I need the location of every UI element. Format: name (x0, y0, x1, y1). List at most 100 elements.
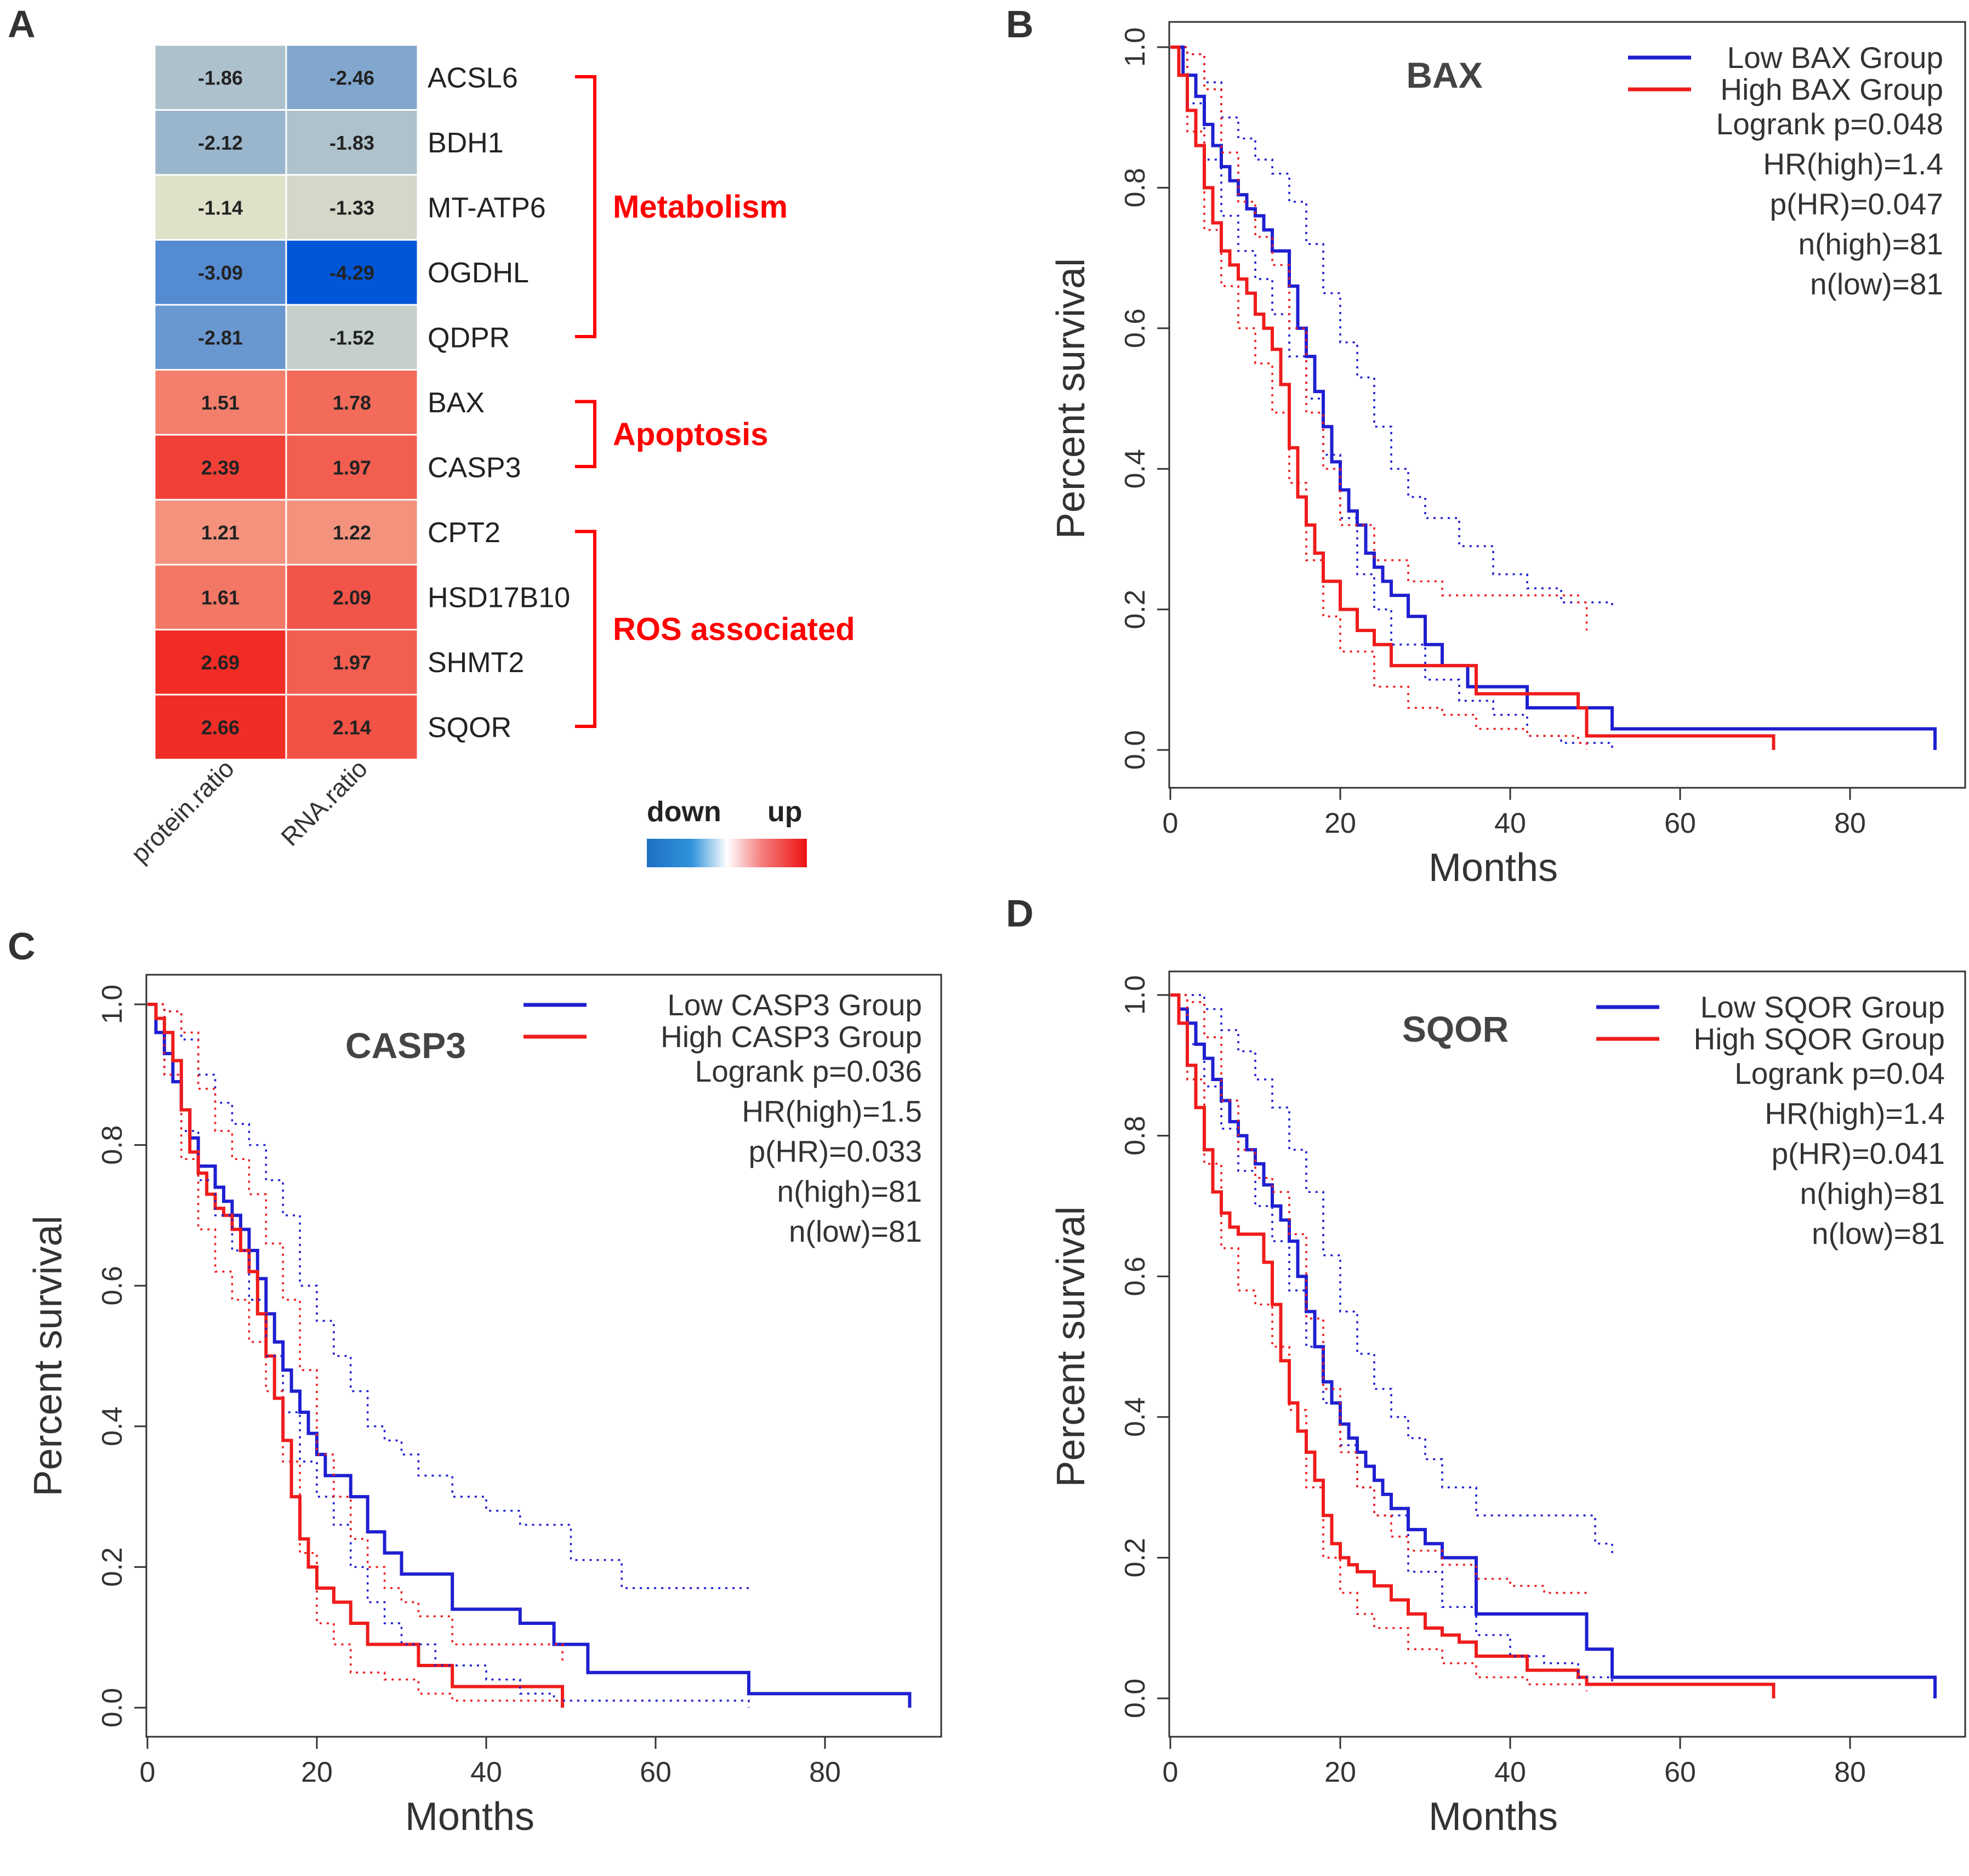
heatmap-cell-value: -1.14 (198, 196, 243, 219)
gene-label: HSD17B10 (428, 582, 570, 613)
x-tick-label: 20 (301, 1756, 333, 1788)
survival-curve (147, 1003, 565, 1708)
gene-label: BAX (428, 387, 485, 419)
heatmap-cell-value: -1.33 (329, 196, 374, 219)
confidence-band-line (1170, 46, 1613, 610)
heatmap-cell-value: -4.29 (329, 261, 374, 284)
heatmap-cell-value: 1.97 (333, 456, 371, 479)
heatmap-cell (285, 109, 419, 176)
y-tick-label: 0.0 (1119, 730, 1151, 770)
heatmap-cell (285, 174, 419, 241)
legend-entry: Low BAX Group (1727, 41, 1943, 75)
gene-label: SHMT2 (428, 647, 524, 679)
x-tick-label: 60 (1664, 1756, 1696, 1788)
group-bracket (575, 400, 596, 468)
heatmap-cell-value: -2.81 (198, 326, 243, 349)
heatmap-cell-value: -3.09 (198, 261, 243, 284)
legend-down-label: down (647, 796, 721, 828)
heatmap-cell (285, 499, 419, 566)
y-tick-label: 1.0 (1119, 975, 1151, 1015)
x-tick-label: 0 (140, 1756, 156, 1788)
survival-curve (147, 1003, 912, 1708)
stat-label: n(low)=81 (1812, 1216, 1945, 1250)
y-tick-label: 1.0 (1119, 27, 1151, 67)
column-label-protein-ratio: protein.ratio (126, 754, 240, 868)
legend-entry: High CASP3 Group (661, 1020, 922, 1054)
confidence-band-line (147, 1003, 750, 1708)
x-axis-title: Months (1429, 1795, 1558, 1839)
heatmap-group-brackets: Metabolism Apoptosis ROS associated (575, 75, 855, 728)
y-tick-label: 0.6 (96, 1266, 128, 1305)
stat-label: HR(high)=1.4 (1763, 147, 1943, 181)
x-tick-label: 80 (1834, 1756, 1866, 1788)
y-axis-title: Percent survival (26, 1215, 70, 1496)
y-tick-label: 0.6 (1119, 1257, 1151, 1296)
y-tick-label: 1.0 (96, 985, 128, 1024)
heatmap-cell (285, 44, 419, 111)
stat-label: HR(high)=1.5 (742, 1094, 922, 1128)
heatmap-cell (153, 109, 287, 176)
survival-curve (1170, 993, 1775, 1698)
gene-label: OGDHL (428, 257, 529, 289)
heatmap-cell-value: 1.97 (333, 651, 371, 674)
gene-label: ACSL6 (428, 62, 518, 94)
group-label: Apoptosis (613, 417, 769, 452)
x-tick-label: 20 (1324, 808, 1356, 839)
heatmap-cell-value: 2.14 (333, 716, 371, 738)
y-tick-label: 0.2 (96, 1547, 128, 1587)
heatmap-cell-value: 2.69 (201, 651, 240, 674)
x-tick-label: 0 (1163, 808, 1179, 839)
confidence-band-line (1170, 994, 1587, 1594)
confidence-band-line (1170, 46, 1613, 750)
x-axis-title: Months (405, 1795, 534, 1839)
survival-curve (1170, 46, 1775, 750)
group-bracket (575, 75, 596, 338)
heatmap-cell (285, 239, 419, 306)
panel-label-b: B (1006, 3, 1034, 46)
plot-title: SQOR (1402, 1009, 1509, 1049)
gene-label: BDH1 (428, 127, 504, 159)
heatmap-cell (285, 693, 419, 760)
heatmap-cell-value: 1.22 (333, 521, 371, 544)
legend-entry: Low CASP3 Group (667, 988, 922, 1022)
legend-entry: High SQOR Group (1693, 1022, 1945, 1056)
x-tick-label: 40 (470, 1756, 502, 1788)
stat-label: Logrank p=0.04 (1734, 1056, 1945, 1090)
stat-label: n(high)=81 (777, 1174, 923, 1208)
confidence-band-line (1170, 46, 1588, 750)
survival-curve (1170, 46, 1937, 750)
y-tick-label: 0.2 (1119, 1538, 1151, 1577)
y-tick-label: 0.4 (96, 1407, 128, 1446)
heatmap-panel: -1.86 -2.46 -2.12 -1.83 -1.14 -1.33 -3.09 -4.29… (126, 44, 855, 868)
x-axis-title: Months (1429, 846, 1558, 890)
heatmap-cell (285, 629, 419, 696)
y-tick-label: 0.0 (96, 1688, 128, 1727)
y-axis-title: Percent survival (1049, 258, 1093, 539)
x-tick-label: 40 (1494, 1756, 1526, 1788)
stat-label: n(low)=81 (1810, 267, 1943, 301)
heatmap-cell (153, 629, 287, 696)
gene-label: QDPR (428, 322, 510, 354)
heatmap-cell-value: 1.61 (201, 586, 240, 609)
heatmap-cells (153, 44, 419, 760)
column-label-rna-ratio: RNA.ratio (275, 754, 373, 851)
heatmap-cell-value: -1.86 (198, 66, 243, 89)
gene-label: CPT2 (428, 517, 500, 549)
legend-color-bar (647, 839, 807, 867)
km-plot-bax: 0 20 40 60 80 0.0 0.2 0.4 0.6 0.8 1.0 Months Percent… (1049, 21, 1966, 890)
x-tick-label: 20 (1324, 1756, 1356, 1788)
x-tick-label: 60 (640, 1756, 671, 1788)
plot-title: CASP3 (345, 1025, 466, 1066)
heatmap-cell-value: -1.52 (329, 326, 374, 349)
group-bracket (575, 530, 596, 728)
x-tick-label: 80 (809, 1756, 841, 1788)
y-tick-label: 0.0 (1119, 1679, 1151, 1718)
legend-entry: High BAX Group (1720, 72, 1943, 106)
stat-label: n(high)=81 (1799, 227, 1944, 261)
y-tick-label: 0.4 (1119, 1397, 1151, 1437)
heatmap-cell-value: 1.51 (201, 391, 240, 414)
x-tick-label: 0 (1163, 1756, 1179, 1788)
heatmap-cell-value: 2.39 (201, 456, 240, 479)
group-label: Metabolism (613, 189, 788, 225)
